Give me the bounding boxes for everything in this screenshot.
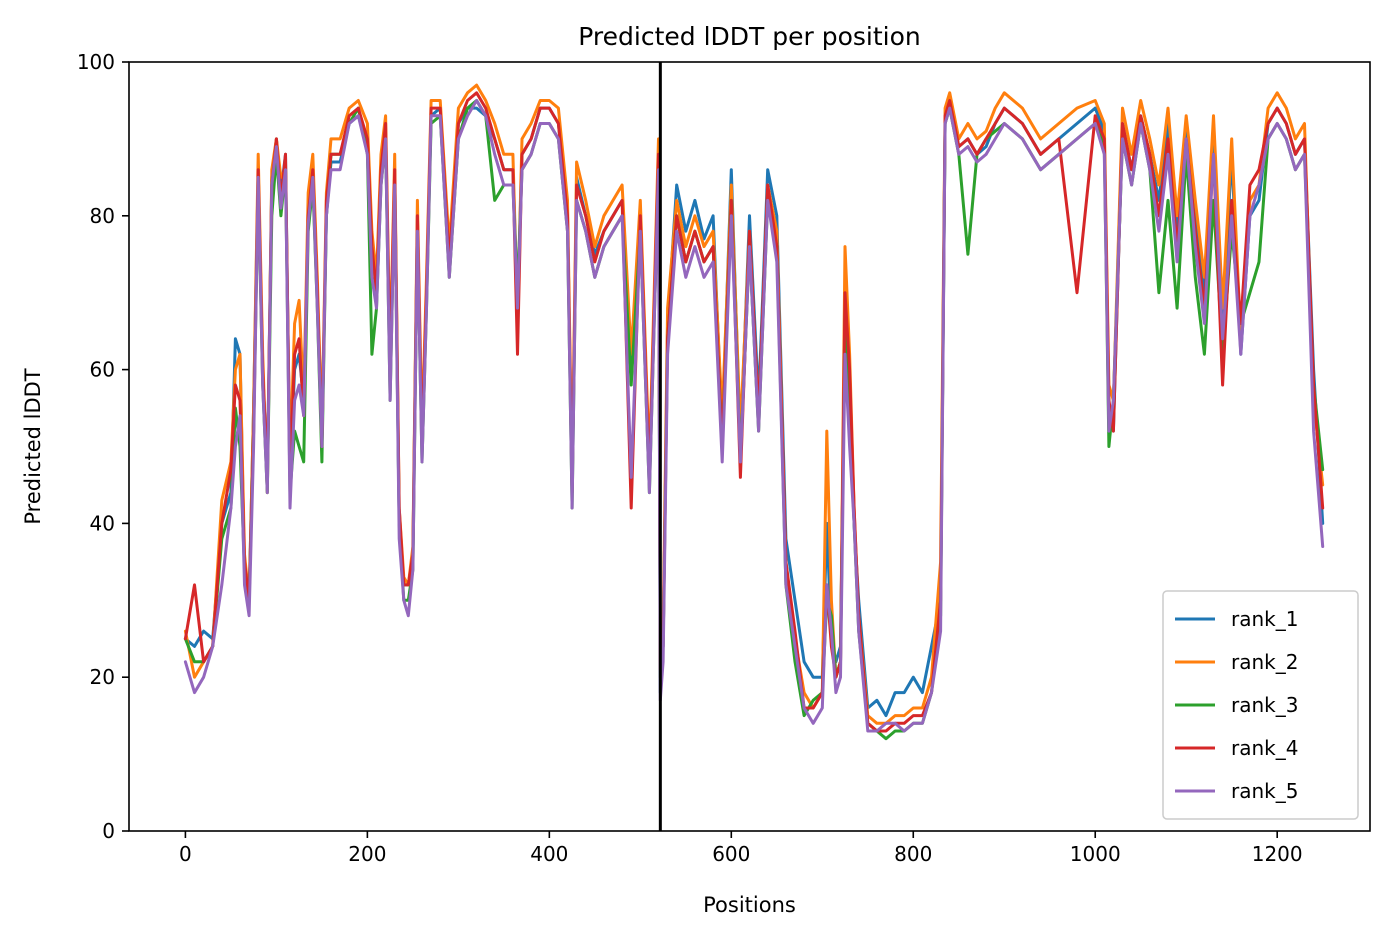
x-axis-title: Positions [703, 893, 796, 917]
legend-label-rank_5: rank_5 [1231, 779, 1298, 803]
x-tick-label: 200 [348, 842, 386, 866]
x-axis-ticks: 0 200 400 600 800 1000 1200 [179, 831, 1303, 866]
plot-lines [183, 83, 1325, 741]
x-tick-label: 800 [894, 842, 932, 866]
y-axis-title: Predicted lDDT [21, 368, 45, 524]
y-axis-ticks: 0 20 40 60 80 100 [77, 50, 129, 843]
x-tick-label: 400 [530, 842, 568, 866]
y-tick-label: 0 [102, 819, 115, 843]
legend-label-rank_3: rank_3 [1231, 693, 1298, 717]
y-tick-label: 20 [90, 665, 115, 689]
x-tick-label: 1200 [1252, 842, 1303, 866]
x-tick-label: 1000 [1070, 842, 1121, 866]
y-tick-label: 100 [77, 50, 115, 74]
x-tick-label: 600 [712, 842, 750, 866]
y-tick-label: 40 [90, 511, 115, 535]
y-tick-label: 60 [90, 358, 115, 382]
legend-label-rank_4: rank_4 [1231, 736, 1298, 760]
x-tick-label: 0 [179, 842, 192, 866]
plot-frame [128, 61, 1371, 832]
legend-box [1162, 590, 1359, 820]
series-line-rank_5 [183, 99, 1325, 733]
y-tick-label: 80 [90, 204, 115, 228]
legend-label-rank_1: rank_1 [1231, 607, 1298, 631]
legend-label-rank_2: rank_2 [1231, 650, 1298, 674]
chart-title: Predicted lDDT per position [578, 22, 920, 51]
legend: rank_1 rank_2 rank_3 rank_4 rank_5 [1162, 590, 1359, 820]
